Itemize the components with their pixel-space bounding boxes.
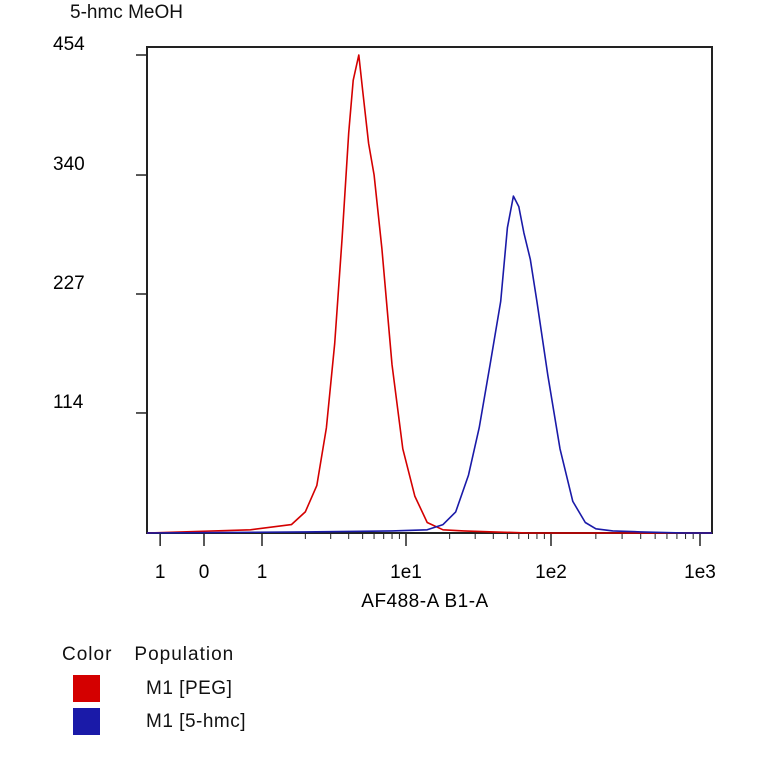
series-line-5hmc — [146, 195, 712, 534]
y-tick-label: 340 — [53, 154, 85, 175]
legend-header: Color Population — [62, 644, 246, 666]
series-line-peg — [146, 54, 712, 534]
x-tick-label: 1 — [257, 562, 268, 583]
x-tick-label: 0 — [199, 562, 210, 583]
legend-label-peg: M1 [PEG] — [146, 677, 233, 699]
legend-swatch-peg — [73, 675, 100, 702]
legend-swatch-5hmc — [73, 708, 100, 735]
legend: Color Population M1 [PEG] M1 [5-hmc] — [62, 644, 246, 738]
x-tick-label: 1e3 — [684, 562, 716, 583]
y-tick-label: 227 — [53, 273, 85, 294]
y-tick-label: 454 — [53, 34, 85, 55]
x-axis-label: AF488-A B1-A — [361, 591, 488, 612]
legend-header-color: Color — [62, 644, 113, 665]
plot-frame — [146, 46, 713, 534]
legend-header-population: Population — [134, 644, 235, 665]
x-tick-label: 1e2 — [535, 562, 567, 583]
legend-label-5hmc: M1 [5-hmc] — [146, 710, 247, 732]
x-tick-label: 1 — [155, 562, 166, 583]
y-tick-label: 114 — [53, 392, 84, 413]
legend-item-peg: M1 [PEG] — [62, 672, 246, 705]
x-tick-label: 1e1 — [390, 562, 422, 583]
chart-title: 5-hmc MeOH — [70, 2, 183, 23]
legend-item-5hmc: M1 [5-hmc] — [62, 705, 246, 738]
